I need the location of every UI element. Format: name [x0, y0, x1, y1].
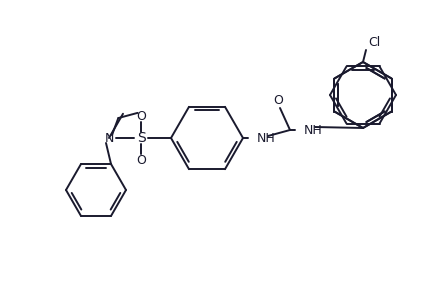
Text: NH: NH — [257, 132, 276, 144]
Text: O: O — [136, 154, 146, 166]
Text: N: N — [104, 132, 114, 144]
Text: NH: NH — [304, 124, 323, 136]
Text: Cl: Cl — [368, 35, 380, 49]
Text: O: O — [273, 94, 283, 106]
Text: S: S — [136, 131, 145, 145]
Text: O: O — [136, 110, 146, 122]
